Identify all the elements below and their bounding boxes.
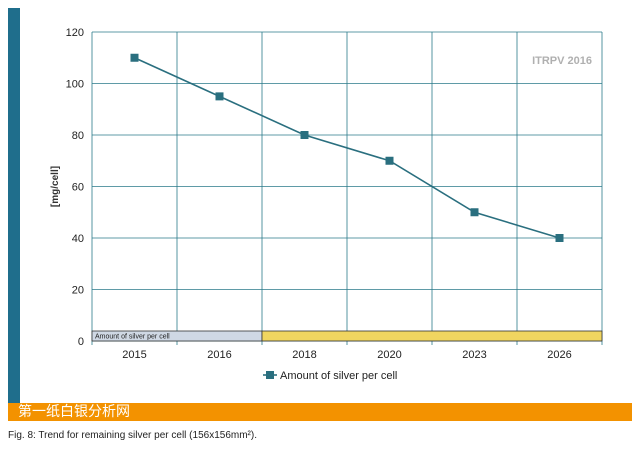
axis-labels: 0 20 40 60 80 100 120 2015 2016 2018 2020 2023 2026	[66, 27, 572, 361]
bottom-band: Amount of silver per cell	[91, 330, 603, 342]
grid-lines	[91, 31, 603, 345]
y-tick-label: 120	[66, 27, 84, 39]
series-layer	[130, 53, 564, 242]
x-tick-label: 2016	[207, 349, 231, 361]
y-tick-label: 40	[72, 233, 84, 245]
data-point	[215, 92, 224, 101]
data-point	[130, 53, 139, 62]
data-point	[300, 131, 309, 139]
chart: Amount of silver per cell 0 20 40 60 80 100 12…	[50, 27, 603, 382]
y-tick-label: 20	[72, 285, 84, 297]
x-tick-label: 2023	[462, 349, 486, 361]
band-label: Amount of silver per cell	[95, 334, 170, 341]
x-tick-label: 2020	[377, 349, 401, 361]
y-tick-label: 100	[66, 79, 84, 91]
band-segment-right	[261, 330, 603, 342]
data-point	[385, 156, 394, 165]
series-line	[134, 57, 560, 239]
data-point	[555, 234, 564, 242]
y-tick-label: 80	[72, 130, 84, 142]
legend-marker	[266, 371, 274, 379]
watermark-band: 第一纸白银分析网	[8, 403, 632, 421]
itrpv-annotation: ITRPV 2016	[532, 55, 592, 67]
watermark-text: 第一纸白银分析网	[18, 404, 130, 420]
data-point	[470, 208, 479, 217]
accent-bar	[8, 8, 20, 403]
y-tick-label: 60	[72, 182, 84, 194]
y-axis-label: [mg/cell]	[50, 166, 61, 207]
x-tick-label: 2018	[292, 349, 316, 361]
x-tick-label: 2026	[547, 349, 571, 361]
legend-label: Amount of silver per cell	[280, 370, 397, 382]
figure-caption: Fig. 8: Trend for remaining silver per c…	[8, 430, 257, 441]
legend: Amount of silver per cell	[263, 370, 397, 382]
y-tick-label: 0	[78, 336, 84, 348]
x-tick-label: 2015	[122, 349, 146, 361]
